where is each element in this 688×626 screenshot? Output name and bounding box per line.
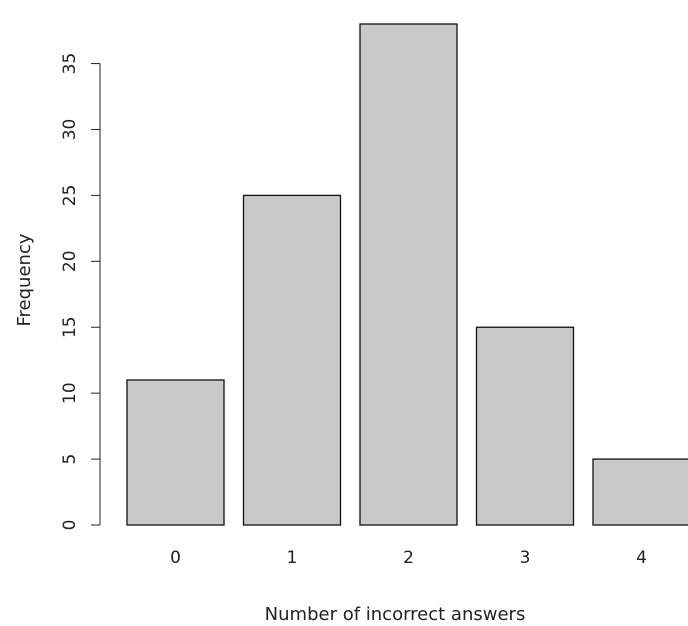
y-tick-label-20: 20 <box>60 250 80 272</box>
bars-group <box>126 23 688 526</box>
bar-1 <box>242 194 342 526</box>
x-tick-label-0: 0 <box>170 548 181 568</box>
x-tick-label-4: 4 <box>636 548 647 568</box>
x-axis-title: Number of incorrect answers <box>265 604 526 625</box>
bar-0 <box>126 379 225 526</box>
y-tick-label-15: 15 <box>60 316 80 338</box>
y-axis-title: Frequency <box>14 233 35 326</box>
y-axis: 0 5 10 15 20 25 30 35 <box>60 53 101 531</box>
bar-4 <box>592 458 688 526</box>
y-tick-label-30: 30 <box>60 119 80 141</box>
x-tick-label-1: 1 <box>287 548 298 568</box>
y-tick-label-5: 5 <box>60 454 80 465</box>
y-tick-label-35: 35 <box>60 53 80 75</box>
x-tick-label-3: 3 <box>520 548 531 568</box>
x-axis: 0 1 2 3 4 <box>170 548 647 568</box>
x-tick-label-2: 2 <box>403 548 414 568</box>
bar-2 <box>359 23 458 526</box>
y-tick-label-25: 25 <box>60 185 80 207</box>
bar-3 <box>475 326 575 526</box>
y-tick-label-10: 10 <box>60 382 80 404</box>
y-tick-label-0: 0 <box>60 520 80 531</box>
